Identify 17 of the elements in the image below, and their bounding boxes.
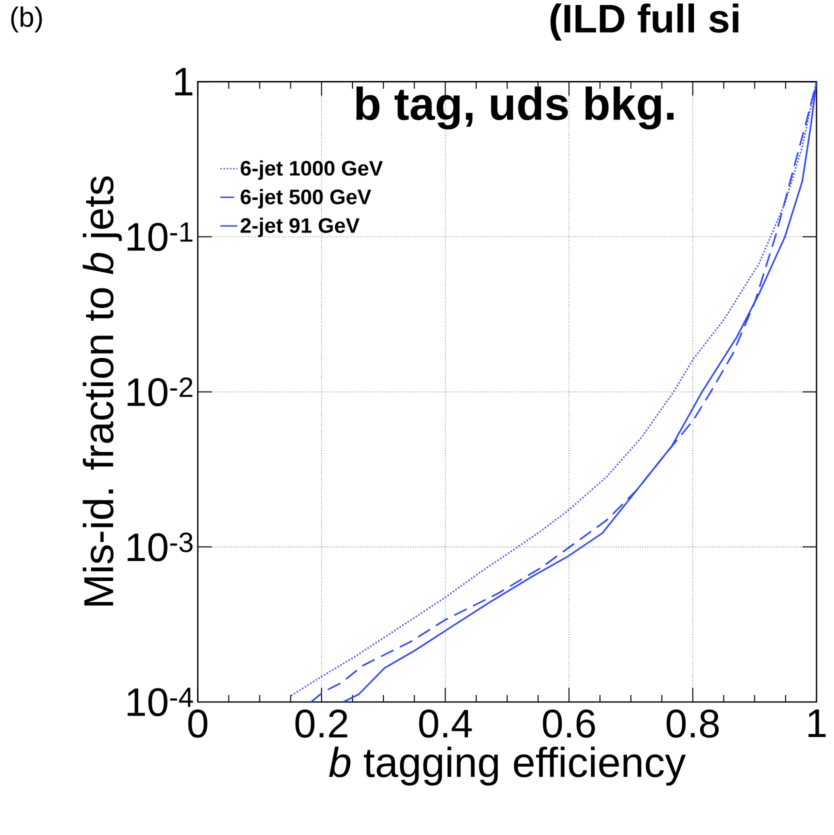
y-tick-label: 10$^{-1}$: [128, 222, 192, 252]
legend-label: 2-jet 91 GeV: [240, 218, 360, 238]
y-tick-label: 1: [175, 68, 192, 96]
x-tick-label: 1: [808, 710, 826, 737]
x-tick-label: 0.8: [666, 710, 719, 738]
chart-title: (ILD full si: [550, 4, 738, 41]
y-tick-label: 10$^{-3}$: [128, 532, 193, 562]
y-tick-label: 10$^{-2}$: [128, 377, 192, 406]
x-tick-label: 0.6: [542, 710, 595, 738]
x-axis-title: b tagging efficiency: [329, 746, 686, 786]
annotation: b tag, uds bkg.: [356, 86, 674, 130]
text: (b): [11, 6, 42, 32]
x-tick-label: 0.2: [295, 710, 348, 738]
x-tick-label: 0.4: [419, 710, 472, 738]
legend-label: 6-jet 500 GeV: [240, 188, 372, 208]
legend-label: 6-jet 1000 GeV: [240, 160, 383, 180]
y-axis-title: Mis-id. fraction to b jets: [82, 176, 122, 606]
